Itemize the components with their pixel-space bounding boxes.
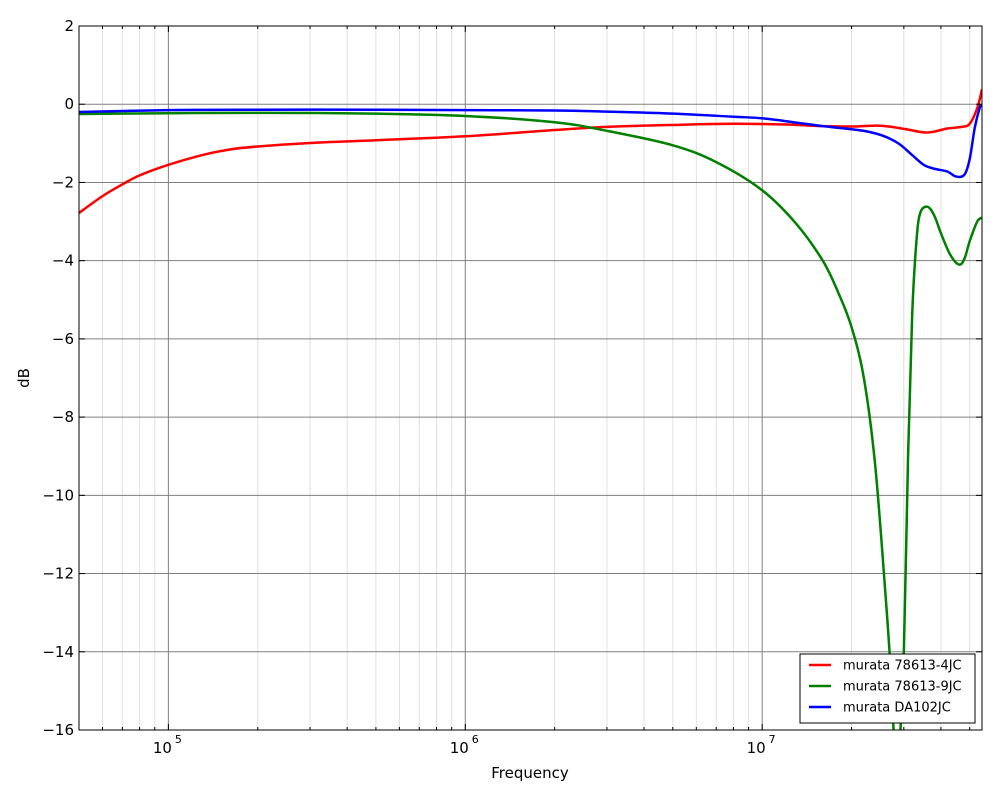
legend-label: murata 78613-9JC [843, 680, 962, 695]
y-tick-label: −4 [52, 252, 74, 270]
y-axis-label: dB [15, 368, 33, 388]
y-tick-label: −6 [52, 330, 74, 348]
series-line-1 [79, 89, 982, 214]
y-tick-label: −12 [42, 565, 74, 583]
legend-label: murata 78613-4JC [843, 659, 962, 674]
series-line-2 [79, 111, 982, 730]
y-tick-label: −14 [42, 643, 74, 661]
x-axis-label: Frequency [491, 764, 569, 782]
x-tick-label-exponent: 6 [472, 733, 479, 746]
y-tick-labels: 2 0 −2 −4 −6 −8 −10 −12 −14 −16 [42, 17, 74, 739]
grid-lines [78, 25, 982, 731]
legend-label: murata DA102JC [843, 701, 951, 716]
x-tick-label-exponent: 7 [769, 733, 776, 746]
y-tick-label: −8 [52, 408, 74, 426]
y-tick-label: 2 [64, 17, 74, 35]
legend: murata 78613-4JC murata 78613-9JC murata D… [799, 653, 976, 724]
plot-frame [78, 25, 983, 731]
y-tick-label: −10 [42, 486, 74, 504]
axis-ticks [78, 25, 982, 731]
y-tick-label: −16 [42, 721, 74, 739]
y-tick-label: −2 [52, 173, 74, 191]
x-tick-label: 10 [153, 739, 172, 757]
series-line-3 [79, 103, 982, 179]
y-tick-label: 0 [64, 95, 74, 113]
series-lines [79, 89, 982, 730]
x-tick-labels: 10 5 10 6 10 7 [153, 733, 776, 757]
x-tick-label: 10 [450, 739, 469, 757]
x-tick-label-exponent: 5 [175, 733, 182, 746]
plot-background [79, 26, 982, 730]
x-tick-label: 10 [747, 739, 766, 757]
